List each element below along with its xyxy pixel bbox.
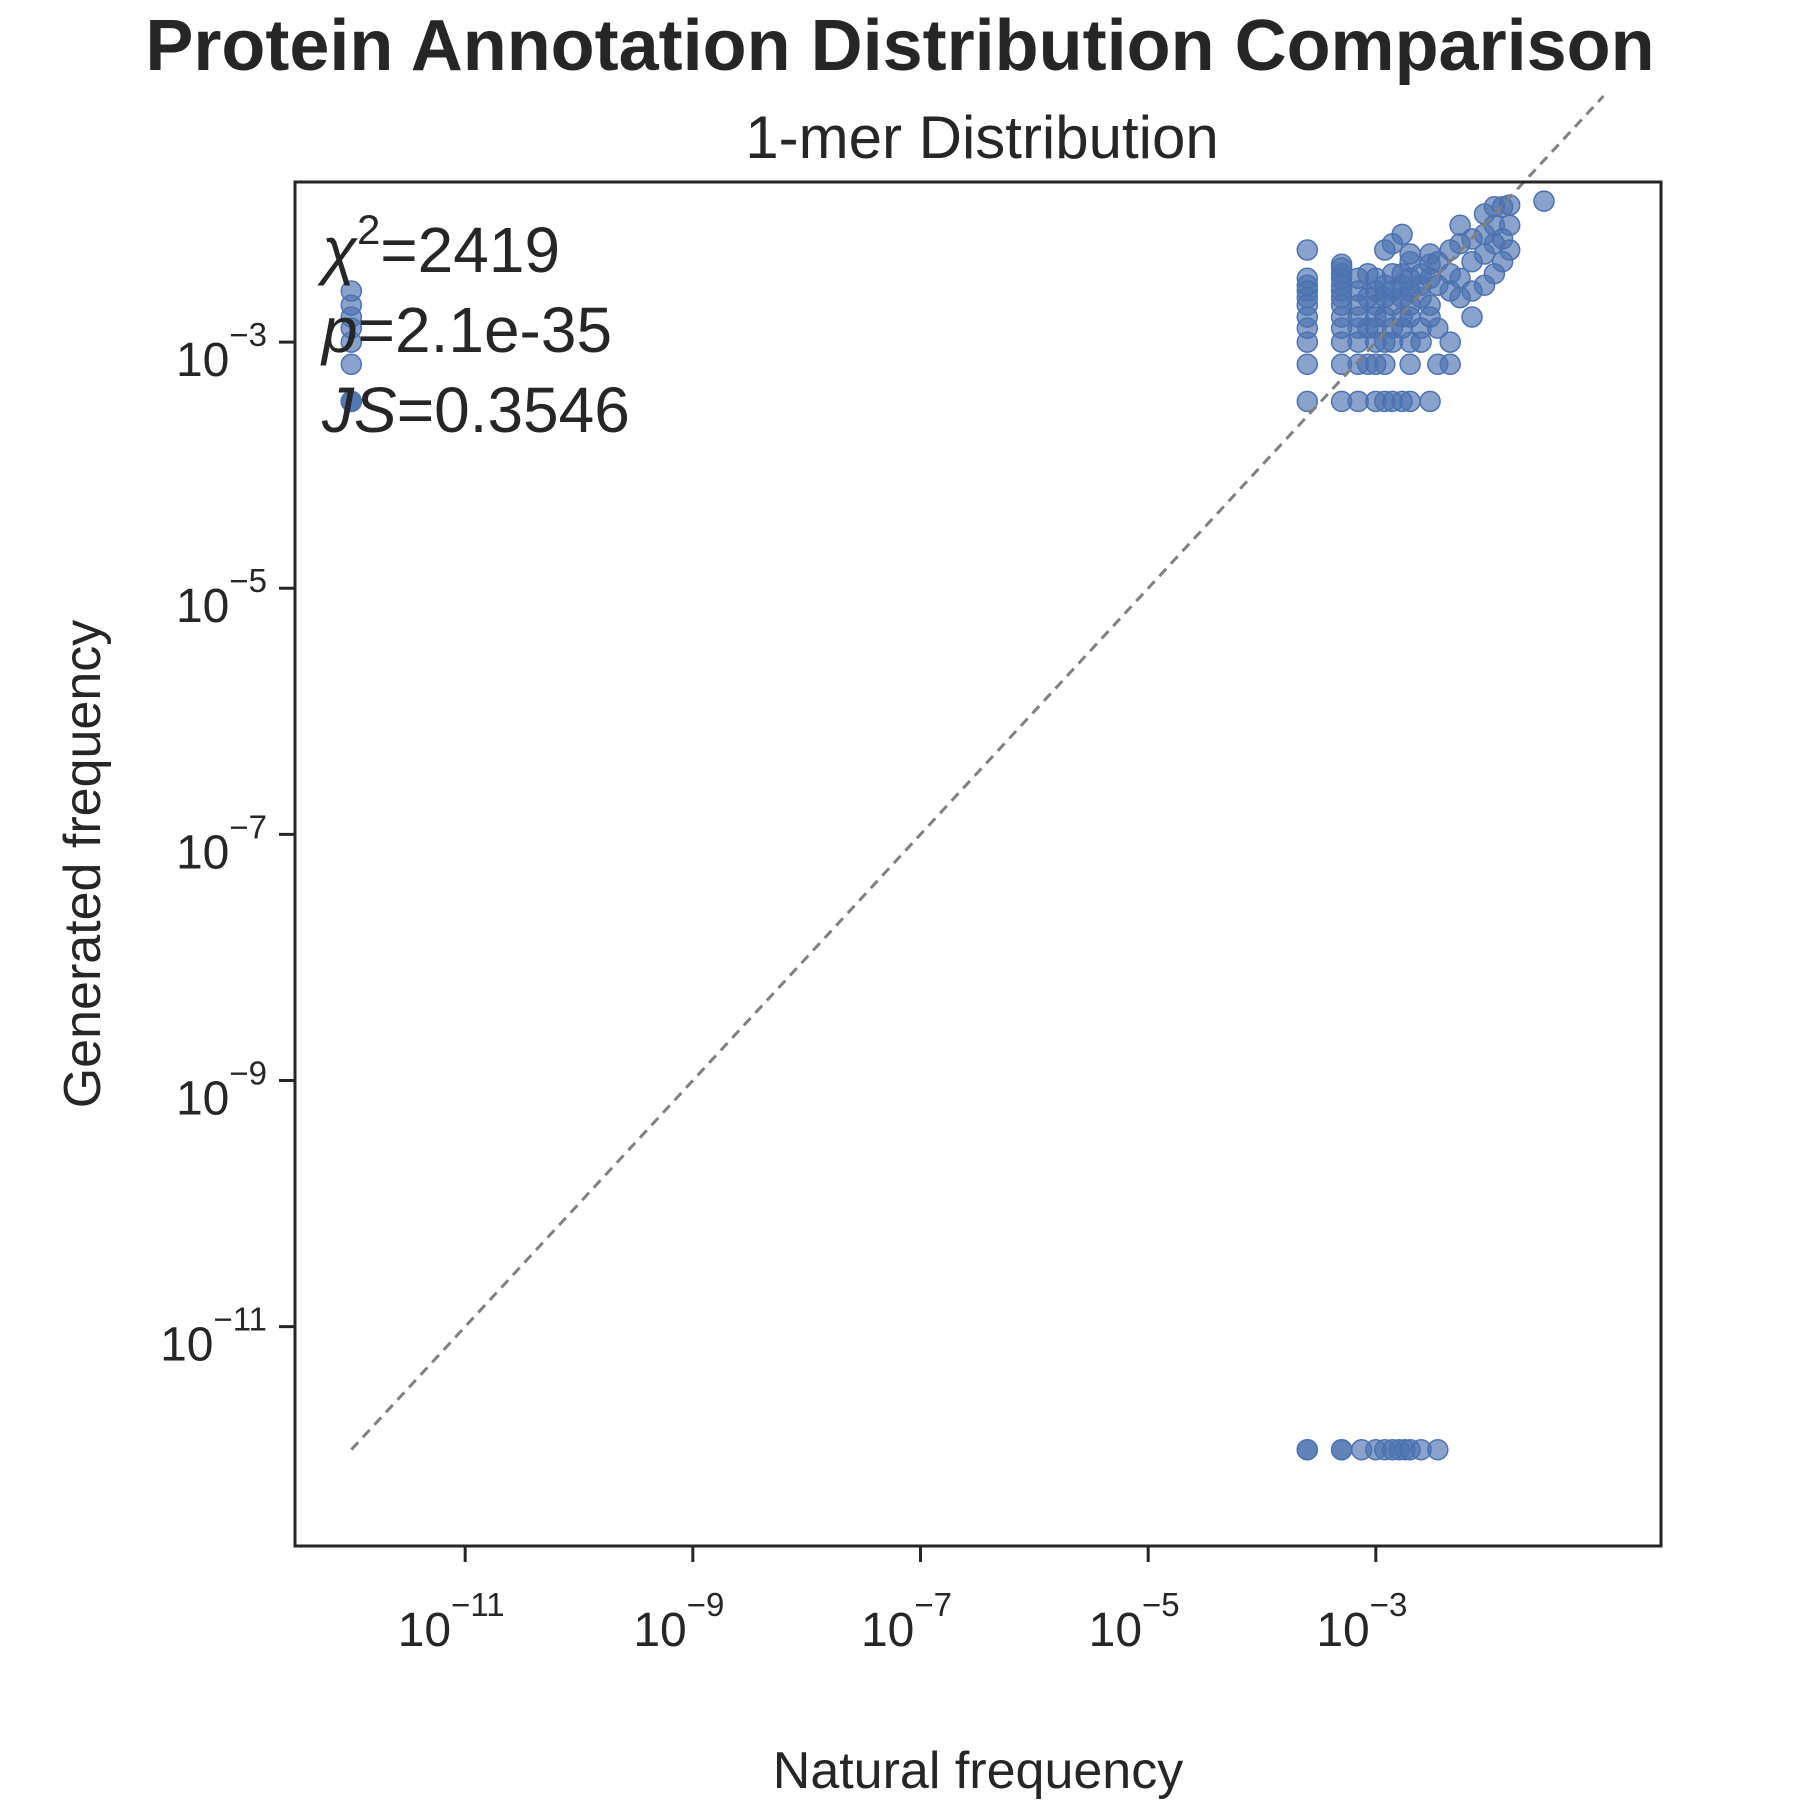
- x-tick-label: 10−7: [861, 1586, 952, 1657]
- data-point: [1296, 390, 1319, 413]
- data-point: [1427, 1438, 1449, 1461]
- x-tick-label: 10−11: [398, 1586, 505, 1657]
- data-point: [1439, 353, 1461, 376]
- y-axis-label: Generated frequency: [54, 620, 112, 1109]
- data-point: [1498, 239, 1521, 261]
- data-point: [340, 353, 363, 376]
- js-symbol: JS: [321, 374, 397, 446]
- x-tick-label: 10−5: [1089, 1586, 1180, 1657]
- x-tick-label: 10−9: [633, 1586, 724, 1657]
- chi-square-symbol: χ: [317, 214, 358, 286]
- x-axis-label: Natural frequency: [773, 1742, 1183, 1800]
- y-tick-label: 10−3: [176, 316, 267, 387]
- chart-title: 1-mer Distribution: [745, 104, 1218, 171]
- p-value-annotation: p=2.1e-35: [320, 294, 612, 366]
- identity-reference-line: [350, 94, 1605, 1451]
- data-point: [1296, 1438, 1319, 1461]
- data-point: [1533, 190, 1555, 212]
- x-axis-ticks: 10−11 10−9 10−7 10−5 10−3: [398, 1546, 1407, 1657]
- data-point: [1296, 353, 1319, 376]
- data-point: [340, 280, 363, 302]
- chi-square-annotation: χ2=2419: [317, 206, 560, 286]
- figure-suptitle: Protein Annotation Distribution Comparis…: [145, 6, 1655, 86]
- js-value: =0.3546: [397, 374, 630, 446]
- x-tick-label: 10−3: [1316, 1586, 1407, 1657]
- data-point: [1296, 239, 1319, 261]
- data-point: [1399, 353, 1421, 376]
- stats-annotation: χ2=2419 p=2.1e-35 JS=0.3546: [317, 206, 630, 446]
- chi-square-value: =2419: [380, 214, 560, 286]
- data-point: [1330, 253, 1353, 275]
- data-point: [1399, 243, 1421, 265]
- data-point: [1461, 306, 1483, 328]
- y-tick-label: 10−9: [176, 1055, 267, 1126]
- js-annotation: JS=0.3546: [321, 374, 630, 446]
- p-value: =2.1e-35: [358, 294, 612, 366]
- data-point: [1449, 214, 1471, 237]
- plot-frame: [293, 180, 1663, 1548]
- y-tick-label: 10−11: [160, 1301, 267, 1372]
- data-point: [1498, 214, 1521, 237]
- y-tick-label: 10−5: [176, 562, 267, 633]
- data-point: [1399, 390, 1421, 413]
- data-point: [1391, 223, 1413, 246]
- y-tick-label: 10−7: [176, 808, 267, 879]
- data-point: [1427, 317, 1449, 339]
- data-point: [1330, 1438, 1353, 1461]
- data-point: [1419, 294, 1441, 316]
- data-point: [1498, 194, 1521, 216]
- points-layer: [340, 190, 1555, 1461]
- data-point: [1374, 353, 1396, 376]
- data-point: [340, 390, 363, 413]
- data-point: [1419, 390, 1441, 413]
- data-point: [1296, 267, 1319, 290]
- p-symbol: p: [320, 294, 358, 366]
- data-point: [1439, 331, 1461, 353]
- chi-square-exponent: 2: [357, 206, 380, 253]
- y-axis-ticks: 10−11 10−9 10−7 10−5 10−3: [160, 316, 295, 1372]
